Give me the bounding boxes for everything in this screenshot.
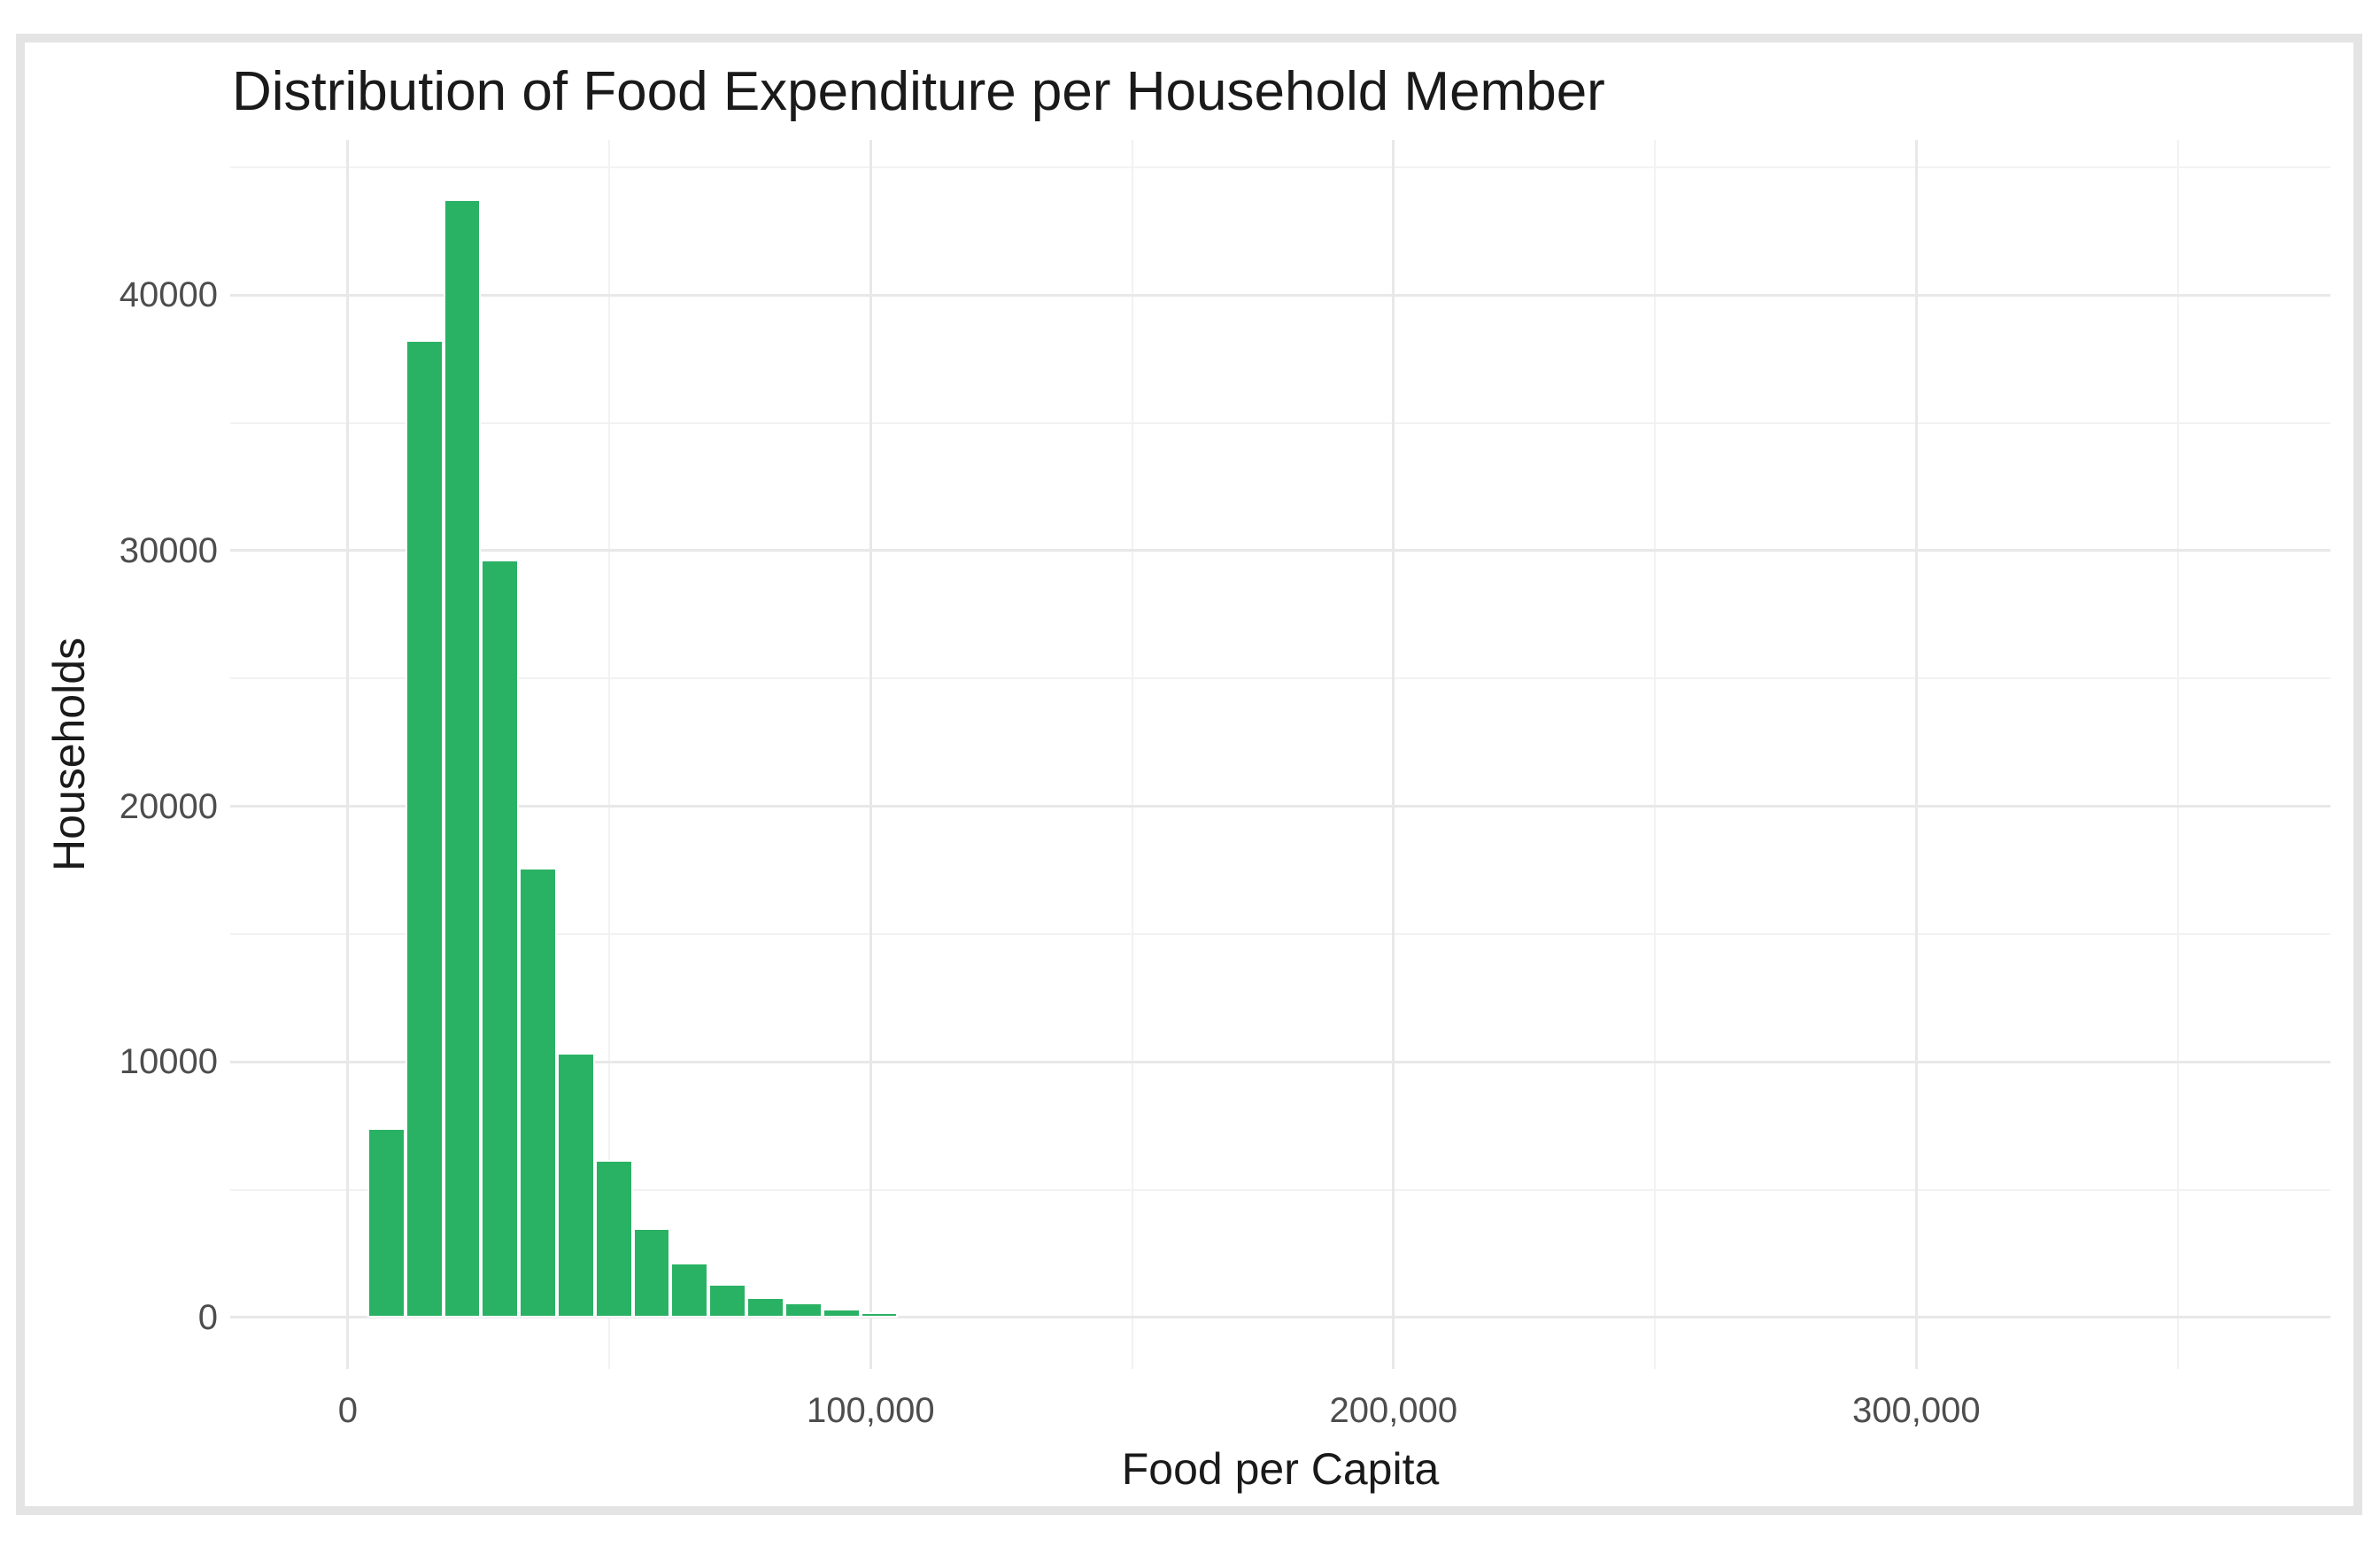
gridline-vertical <box>1392 140 1395 1369</box>
x-tick-label: 100,000 <box>807 1391 935 1430</box>
gridline-vertical <box>1914 140 1918 1369</box>
chart-title: Distribution of Food Expenditure per Hou… <box>232 61 1605 122</box>
x-tick-label: 200,000 <box>1329 1391 1458 1430</box>
y-tick-label: 40000 <box>119 275 218 315</box>
histogram-bar <box>594 1160 633 1318</box>
histogram-bar <box>708 1284 747 1318</box>
histogram-bar <box>670 1262 709 1318</box>
gridline-horizontal <box>230 166 2330 168</box>
histogram-bar <box>746 1296 784 1318</box>
y-tick-label: 20000 <box>119 786 218 826</box>
histogram-bar <box>519 867 558 1318</box>
gridline-horizontal <box>230 1316 2330 1319</box>
gridline-vertical <box>1654 140 1657 1369</box>
gridline-horizontal <box>230 293 2330 297</box>
y-tick-label: 0 <box>197 1297 218 1337</box>
plot-panel <box>230 140 2330 1369</box>
gridline-horizontal <box>230 1060 2330 1063</box>
histogram-bar <box>443 198 482 1318</box>
histogram-bar <box>367 1128 406 1318</box>
x-tick-label: 0 <box>337 1391 358 1430</box>
x-tick-label: 300,000 <box>1852 1391 1981 1430</box>
histogram-bar <box>822 1308 861 1318</box>
gridline-horizontal <box>230 421 2330 424</box>
gridline-vertical <box>346 140 350 1369</box>
histogram-bar <box>405 339 444 1318</box>
histogram-bar <box>860 1312 899 1318</box>
gridline-vertical <box>1131 140 1133 1369</box>
gridline-horizontal <box>230 1188 2330 1191</box>
gridline-vertical <box>869 140 872 1369</box>
y-axis-title: Households <box>44 637 94 872</box>
histogram-bar <box>481 560 520 1318</box>
gridline-horizontal <box>230 805 2330 808</box>
histogram-bar <box>784 1303 823 1318</box>
gridline-vertical <box>608 140 611 1369</box>
x-axis-title: Food per Capita <box>1121 1444 1440 1494</box>
histogram-bar <box>632 1227 671 1318</box>
gridline-horizontal <box>230 549 2330 553</box>
y-tick-label: 10000 <box>119 1042 218 1082</box>
gridline-vertical <box>2176 140 2179 1369</box>
gridline-horizontal <box>230 932 2330 935</box>
gridline-horizontal <box>230 677 2330 680</box>
y-tick-label: 30000 <box>119 530 218 570</box>
histogram-bar <box>557 1053 595 1318</box>
